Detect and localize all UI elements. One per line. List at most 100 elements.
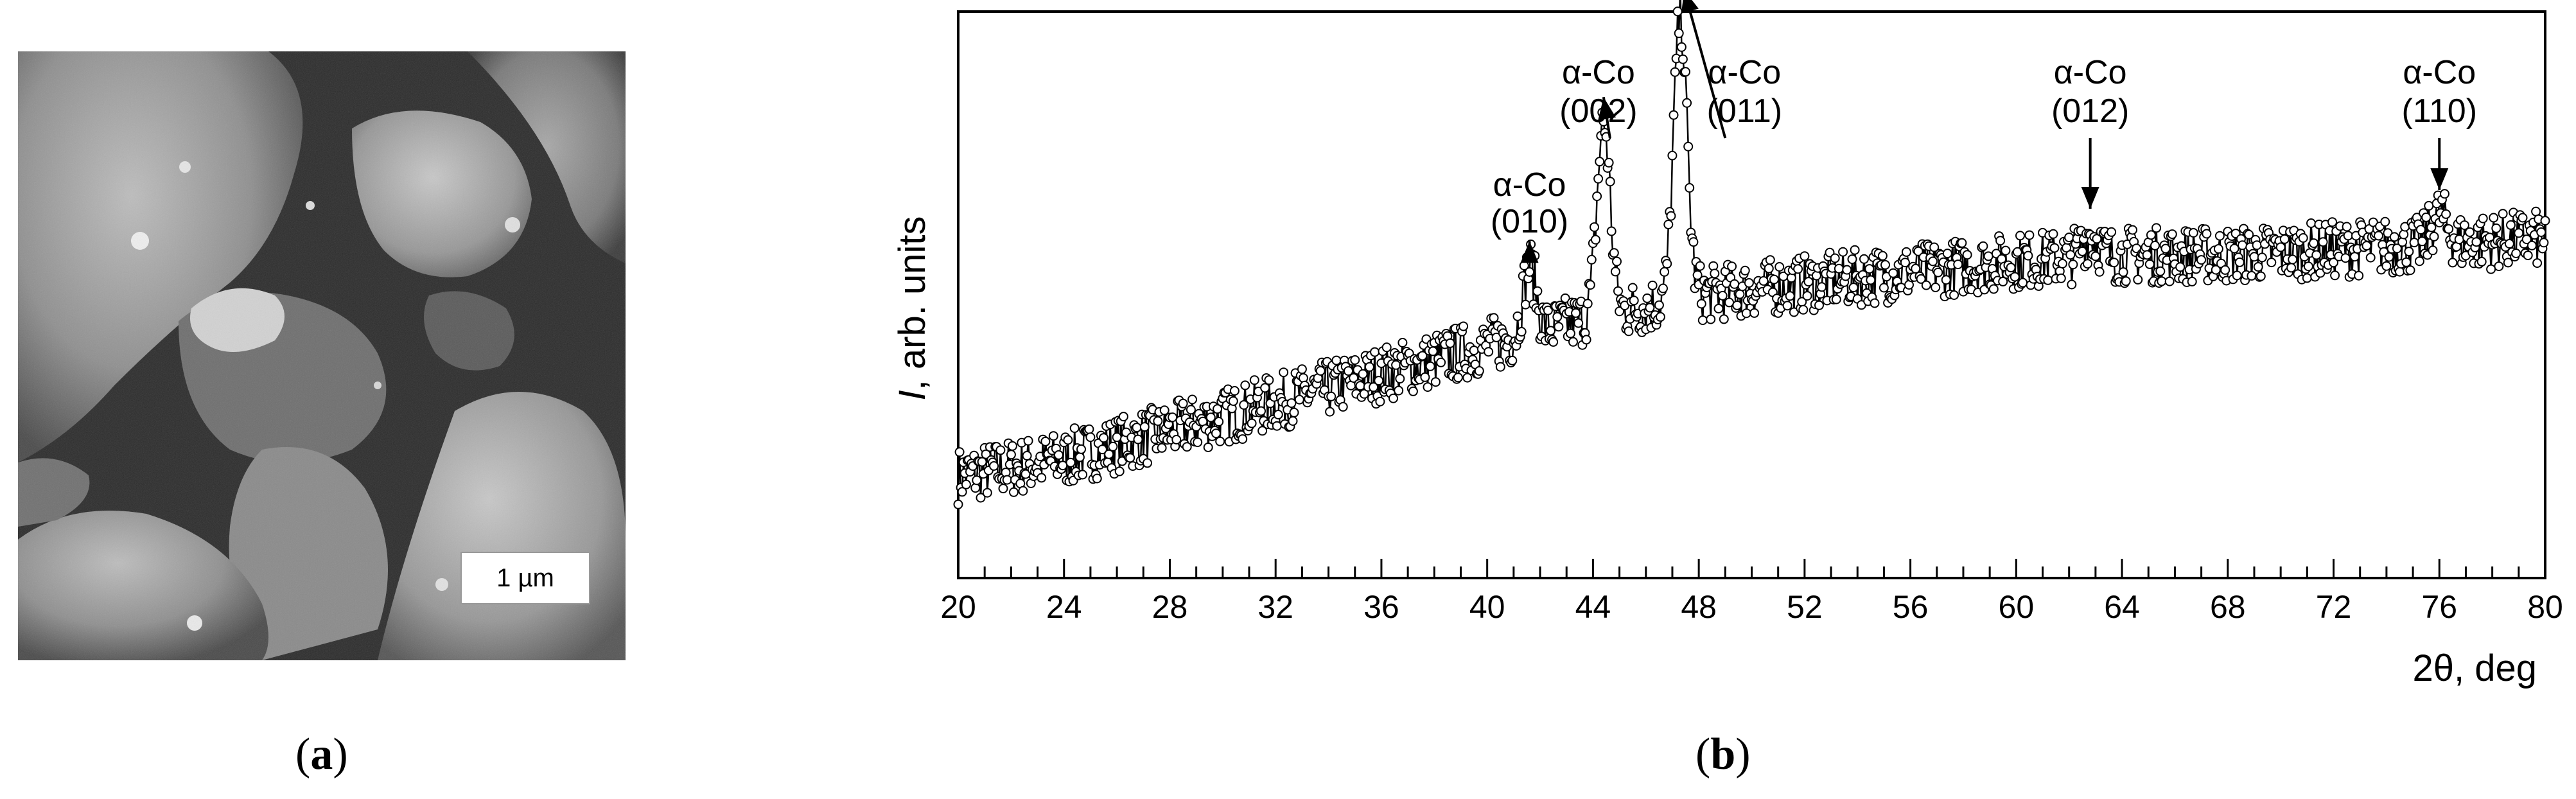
annotation-hkl: (110) [2401, 92, 2477, 130]
data-point [1658, 283, 1668, 294]
data-point [2157, 276, 2167, 286]
data-point [1685, 183, 1695, 193]
data-point [1764, 263, 1774, 274]
data-point [2514, 228, 2524, 238]
data-point [1879, 283, 1889, 293]
data-point [1590, 222, 1599, 233]
data-point [1350, 355, 1360, 365]
data-point [1674, 28, 1684, 39]
data-point [1153, 416, 1163, 426]
data-point [1133, 434, 1143, 444]
data-point [2232, 270, 2242, 281]
data-point [2214, 231, 2225, 241]
data-point [1713, 304, 1724, 313]
xrd-series [953, 0, 2550, 509]
data-point [2429, 231, 2439, 241]
data-point [2428, 245, 2438, 256]
data-point [1880, 259, 1890, 270]
data-point [1078, 470, 1088, 480]
data-point [1911, 263, 1921, 274]
data-point [1913, 246, 1923, 256]
data-point [1205, 412, 1216, 423]
data-point [1489, 313, 1499, 323]
data-point [1374, 376, 1384, 386]
data-point [2494, 261, 2504, 272]
data-point [1803, 277, 1814, 287]
annotation-arrow-shaft [1685, 0, 1727, 139]
data-point [1744, 278, 1754, 288]
data-point [2498, 209, 2508, 219]
data-point [1065, 457, 1076, 468]
data-point [2329, 258, 2338, 268]
x-axis-title: 2θ, deg [2412, 647, 2537, 689]
data-point [1260, 383, 1270, 393]
data-point [1002, 475, 1012, 485]
data-point [2220, 265, 2230, 275]
data-point [2253, 262, 2263, 272]
data-point [2006, 263, 2016, 273]
data-point [2478, 213, 2488, 224]
annotation-arrow-head [1598, 97, 1616, 120]
peak-annotations: α-Co(010)α-Co(002)α-Co(011)α-Co(012)α-Co… [1491, 0, 2477, 263]
data-point [1326, 391, 1336, 401]
data-point [1389, 393, 1398, 403]
data-point [2094, 267, 2105, 277]
data-point [1516, 327, 1527, 337]
data-point [2527, 240, 2537, 250]
data-point [1228, 396, 1238, 406]
data-point [1613, 286, 1623, 296]
data-point [989, 461, 999, 471]
data-point [2318, 237, 2328, 247]
data-point [2252, 240, 2262, 250]
data-point [2459, 220, 2469, 231]
data-point [1672, 6, 1683, 17]
data-point [1436, 357, 1446, 367]
data-point [1054, 450, 1064, 460]
data-point [995, 445, 1006, 455]
data-point [1591, 234, 1600, 245]
x-tick-label: 72 [2316, 589, 2352, 625]
x-tick-label: 24 [1046, 589, 1082, 625]
data-point [2441, 209, 2451, 219]
data-point [1560, 293, 1570, 303]
data-point [1325, 407, 1335, 417]
data-point [1655, 312, 1665, 322]
y-axis-title-rest: , arb. units [891, 216, 933, 391]
data-point [1203, 443, 1213, 452]
data-point [2350, 252, 2360, 262]
data-point [1491, 332, 1502, 342]
data-point [1364, 362, 1374, 372]
data-point [1520, 299, 1530, 310]
data-point [1696, 299, 1706, 309]
data-point [1315, 365, 1326, 376]
data-point [2536, 227, 2546, 237]
data-point [1018, 486, 1028, 496]
data-point [2298, 233, 2308, 243]
data-point [2330, 270, 2340, 281]
data-point [2503, 258, 2513, 268]
data-point [1007, 441, 1017, 451]
data-point [1786, 273, 1796, 283]
data-point [2142, 250, 2152, 260]
x-tick-label: 80 [2527, 589, 2563, 625]
x-tick-label: 52 [1787, 589, 1823, 625]
data-point [1928, 256, 1938, 267]
sem-image [18, 51, 626, 660]
data-point [1391, 360, 1401, 370]
annotation-phase: α-Co [1493, 166, 1566, 204]
data-point [1998, 276, 2008, 286]
data-point [2511, 249, 2521, 258]
data-point [2465, 227, 2475, 237]
data-point [1660, 267, 1670, 277]
annotation-phase: α-Co [1562, 54, 1635, 91]
data-point [1114, 466, 1125, 477]
data-point [1048, 431, 1058, 441]
data-point [2384, 252, 2394, 262]
data-point [1735, 289, 1745, 299]
data-point [2234, 257, 2245, 267]
x-axis-ticks [957, 559, 2546, 578]
data-point [981, 449, 991, 459]
annotation-phase: α-Co [2403, 54, 2476, 91]
data-point [2392, 243, 2402, 254]
